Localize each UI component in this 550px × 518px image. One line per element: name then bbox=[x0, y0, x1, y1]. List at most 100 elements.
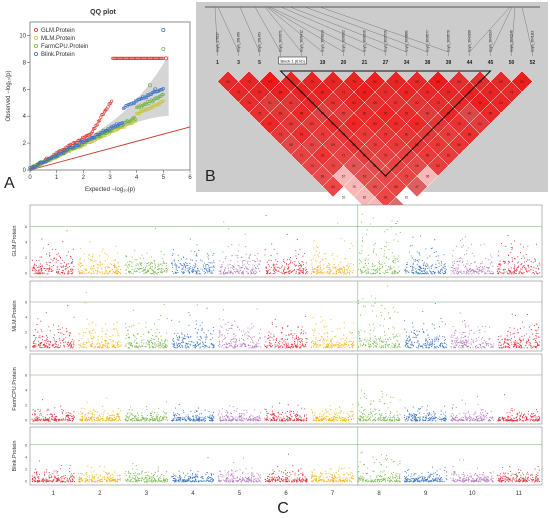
manhattan-point bbox=[460, 336, 462, 338]
manhattan-point bbox=[511, 272, 513, 274]
manhattan-point bbox=[222, 261, 224, 263]
manhattan-point bbox=[468, 325, 470, 327]
manhattan-point bbox=[295, 347, 297, 349]
manhattan-point bbox=[318, 332, 320, 334]
manhattan-point bbox=[90, 335, 92, 337]
manhattan-point bbox=[114, 271, 117, 273]
manhattan-point bbox=[36, 416, 38, 418]
manhattan-point bbox=[44, 267, 46, 269]
manhattan-point bbox=[101, 250, 103, 253]
manhattan-point bbox=[515, 269, 517, 272]
manhattan-point bbox=[273, 265, 275, 267]
manhattan-point bbox=[414, 342, 416, 344]
manhattan-point bbox=[330, 319, 332, 321]
manhattan-point bbox=[135, 270, 137, 272]
manhattan-point bbox=[270, 266, 272, 269]
manhattan-point bbox=[56, 416, 58, 418]
manhattan-point bbox=[411, 266, 413, 268]
manhattan-point bbox=[463, 254, 466, 256]
manhattan-point bbox=[415, 268, 417, 270]
manhattan-point bbox=[438, 326, 441, 328]
manhattan-point bbox=[344, 343, 346, 346]
manhattan-point bbox=[326, 340, 328, 342]
manhattan-point bbox=[161, 346, 163, 348]
manhattan-point bbox=[31, 418, 33, 420]
manhattan-point bbox=[467, 263, 469, 265]
manhattan-point bbox=[411, 244, 413, 246]
manhattan-point bbox=[455, 245, 457, 247]
manhattan-point bbox=[525, 267, 527, 270]
manhattan-point bbox=[535, 335, 537, 337]
manhattan-point bbox=[228, 270, 230, 272]
manhattan-point bbox=[34, 268, 36, 270]
manhattan-point bbox=[202, 269, 204, 271]
manhattan-point bbox=[196, 304, 198, 306]
manhattan-point bbox=[513, 333, 515, 335]
manhattan-point bbox=[444, 266, 446, 268]
manhattan-point bbox=[184, 335, 186, 337]
manhattan-point bbox=[251, 340, 254, 342]
manhattan-point bbox=[202, 264, 204, 266]
manhattan-point bbox=[491, 261, 493, 263]
manhattan-point bbox=[419, 265, 421, 267]
manhattan-point bbox=[140, 346, 142, 348]
qq-y-axis-label: Observed −log₁₀(p) bbox=[6, 70, 12, 121]
manhattan-point bbox=[375, 315, 378, 317]
manhattan-point bbox=[360, 272, 362, 275]
manhattan-point bbox=[434, 337, 436, 339]
manhattan-point bbox=[499, 270, 501, 272]
manhattan-point bbox=[352, 343, 354, 345]
manhattan-point bbox=[238, 329, 240, 331]
manhattan-point bbox=[358, 269, 360, 271]
manhattan-point bbox=[334, 335, 336, 338]
manhattan-point bbox=[32, 341, 34, 343]
manhattan-point bbox=[83, 253, 85, 255]
manhattan-point bbox=[435, 338, 437, 340]
manhattan-point bbox=[111, 268, 113, 270]
manhattan-chromosome-7 bbox=[310, 316, 355, 349]
manhattan-point bbox=[294, 341, 296, 343]
manhattan-point bbox=[507, 263, 509, 265]
manhattan-point bbox=[54, 342, 56, 344]
manhattan-point bbox=[426, 257, 428, 259]
manhattan-point bbox=[319, 262, 321, 264]
manhattan-point bbox=[431, 273, 433, 275]
manhattan-point bbox=[52, 419, 54, 421]
manhattan-point bbox=[419, 346, 422, 348]
manhattan-point bbox=[507, 346, 509, 348]
manhattan-point bbox=[251, 273, 253, 275]
manhattan-point bbox=[143, 269, 145, 271]
manhattan-point bbox=[536, 347, 538, 349]
qq-x-tick-label: 2 bbox=[82, 175, 86, 181]
manhattan-point bbox=[98, 342, 100, 344]
manhattan-point bbox=[102, 419, 104, 421]
manhattan-point bbox=[62, 271, 64, 273]
manhattan-point bbox=[345, 343, 347, 345]
manhattan-point bbox=[46, 263, 48, 265]
manhattan-point bbox=[288, 270, 290, 272]
manhattan-point bbox=[359, 334, 361, 336]
manhattan-point bbox=[52, 264, 55, 266]
manhattan-point bbox=[350, 270, 352, 272]
manhattan-point bbox=[500, 346, 502, 349]
manhattan-point bbox=[320, 321, 322, 323]
manhattan-point bbox=[529, 336, 531, 338]
manhattan-point bbox=[38, 418, 40, 420]
manhattan-point bbox=[37, 273, 39, 275]
manhattan-point bbox=[127, 342, 129, 344]
manhattan-point bbox=[290, 260, 292, 262]
manhattan-point bbox=[283, 340, 285, 342]
manhattan-point bbox=[165, 339, 167, 341]
manhattan-point bbox=[417, 346, 419, 348]
manhattan-point bbox=[252, 341, 254, 343]
manhattan-point bbox=[462, 260, 464, 262]
manhattan-point bbox=[293, 269, 295, 272]
manhattan-point bbox=[350, 331, 352, 334]
ld-snp-connector bbox=[254, 6, 281, 53]
qq-point bbox=[134, 119, 138, 123]
manhattan-point bbox=[118, 261, 120, 263]
manhattan-point bbox=[331, 344, 333, 346]
manhattan-point bbox=[86, 327, 88, 329]
manhattan-point bbox=[359, 340, 361, 342]
manhattan-point bbox=[118, 272, 120, 274]
